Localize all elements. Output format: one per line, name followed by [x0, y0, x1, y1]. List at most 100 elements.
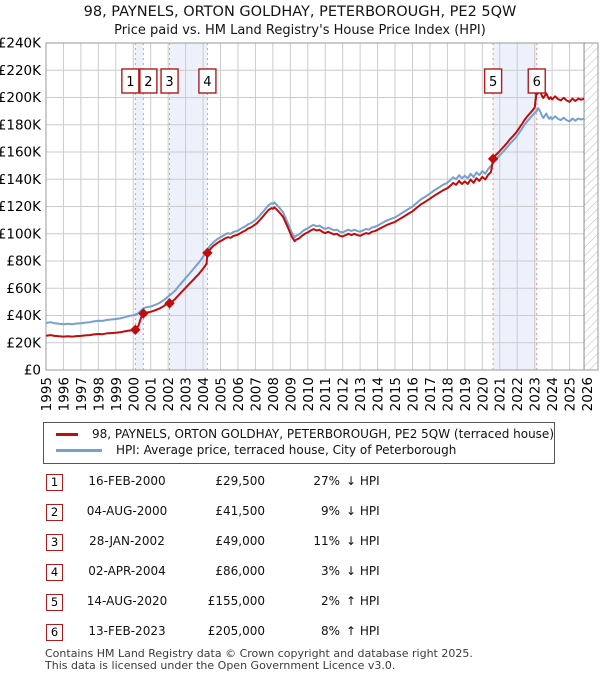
x-tick-label: 2024 [545, 377, 561, 411]
transaction-number-badge: 5 [46, 594, 63, 611]
transaction-date: 14-AUG-2020 [86, 594, 168, 608]
transaction-hpi-direction: ↓ HPI [346, 474, 380, 488]
transaction-row-1: 1 16-FEB-2000 £29,500 27% ↓ HPI [0, 472, 600, 502]
transaction-hpi-percent: 27% [313, 474, 340, 488]
sale-marker-point-3 [164, 298, 175, 309]
transaction-row-3: 3 28-JAN-2002 £49,000 11% ↓ HPI [0, 532, 600, 562]
y-tick-label: £100K [0, 226, 42, 242]
transaction-hpi-percent: 3% [320, 564, 340, 578]
page-title: 98, PAYNELS, ORTON GOLDHAY, PETERBOROUGH… [83, 4, 517, 20]
x-tick-label: 1995 [39, 377, 55, 411]
x-tick-label: 2014 [371, 377, 387, 411]
x-tick-label: 2022 [510, 377, 526, 411]
transaction-row-4: 4 02-APR-2004 £86,000 3% ↓ HPI [0, 562, 600, 592]
transaction-hpi-direction: ↓ HPI [346, 504, 380, 518]
sale-marker-label-3: 3 [160, 68, 179, 94]
transaction-row-5: 5 14-AUG-2020 £155,000 2% ↑ HPI [0, 592, 600, 622]
x-tick-label: 2020 [475, 377, 491, 411]
x-tick-label: 2017 [423, 377, 439, 411]
y-tick-label: £160K [0, 145, 42, 161]
x-tick-label: 2013 [353, 377, 369, 411]
y-tick-label: £180K [0, 117, 42, 133]
sale-marker-label-1: 1 [121, 68, 140, 94]
y-tick-label: £0 [24, 363, 41, 379]
sale-marker-point-4 [202, 247, 213, 259]
transaction-price: £86,000 [215, 564, 265, 578]
x-tick-label: 2018 [440, 377, 456, 411]
y-tick-label: £220K [0, 63, 42, 79]
x-tick-label: 2002 [161, 377, 177, 411]
hpi-line [45, 107, 585, 326]
sale-marker-label-4: 4 [198, 68, 217, 94]
y-tick-label: £200K [0, 90, 42, 106]
sale-marker-point-5 [487, 153, 499, 165]
chart-legend: 98, PAYNELS, ORTON GOLDHAY, PETERBOROUGH… [43, 422, 555, 464]
transaction-number-badge: 1 [46, 474, 63, 491]
transaction-hpi-direction: ↑ HPI [346, 594, 380, 608]
y-tick-label: £20K [6, 335, 42, 351]
hpi-legend-label: HPI: Average price, terraced house, City… [116, 443, 457, 457]
x-tick-label: 2001 [144, 377, 160, 411]
svg-text:1: 1 [126, 75, 134, 90]
x-tick-label: 2010 [301, 377, 317, 411]
x-tick-label: 2015 [388, 377, 404, 411]
sale-marker-label-2: 2 [139, 68, 158, 94]
transaction-number-badge: 4 [46, 564, 63, 581]
y-tick-label: £80K [6, 254, 42, 270]
x-tick-label: 2016 [405, 377, 421, 411]
x-tick-label: 2006 [231, 377, 247, 411]
sale-marker-label-6: 6 [527, 68, 546, 94]
svg-text:5: 5 [489, 75, 497, 90]
transaction-date: 13-FEB-2023 [88, 624, 166, 638]
x-tick-label: 1998 [91, 377, 107, 411]
svg-text:2: 2 [144, 75, 152, 90]
y-tick-label: £40K [6, 308, 42, 324]
transaction-hpi-percent: 11% [313, 534, 340, 548]
page-subtitle: Price paid vs. HM Land Registry's House … [114, 23, 486, 38]
future-hatch-region [584, 43, 598, 370]
legend-row-price-paid: 98, PAYNELS, ORTON GOLDHAY, PETERBOROUGH… [44, 426, 554, 442]
transaction-hpi-percent: 8% [320, 624, 340, 638]
transaction-price: £29,500 [215, 474, 265, 488]
transactions-table: 1 16-FEB-2000 £29,500 27% ↓ HPI 2 04-AUG… [0, 472, 600, 652]
transaction-price: £49,000 [215, 534, 265, 548]
y-tick-label: £240K [0, 36, 42, 52]
transaction-row-6: 6 13-FEB-2023 £205,000 8% ↑ HPI [0, 622, 600, 652]
x-tick-label: 1996 [56, 377, 72, 411]
x-tick-label: 2025 [563, 377, 579, 411]
license-footer-line1: Contains HM Land Registry data © Crown c… [45, 647, 473, 660]
transaction-date: 16-FEB-2000 [88, 474, 166, 488]
x-tick-label: 2007 [248, 377, 264, 411]
transaction-price: £41,500 [215, 504, 265, 518]
transaction-number-badge: 6 [46, 624, 63, 641]
price-paid-line-swatch [56, 432, 78, 436]
x-tick-label: 2021 [493, 377, 509, 411]
x-tick-label: 2009 [283, 377, 299, 411]
transaction-hpi-direction: ↓ HPI [346, 534, 380, 548]
svg-text:6: 6 [533, 75, 541, 90]
sale-marker-label-5: 5 [483, 68, 503, 94]
x-tick-label: 1999 [109, 377, 125, 411]
transaction-price: £155,000 [207, 594, 265, 608]
legend-row-hpi: HPI: Average price, terraced house, City… [44, 442, 554, 458]
transaction-date: 02-APR-2004 [88, 564, 166, 578]
x-tick-label: 2000 [126, 377, 142, 411]
license-footer: Contains HM Land Registry data © Crown c… [45, 648, 473, 672]
x-tick-label: 2012 [336, 377, 352, 411]
x-tick-label: 1997 [74, 377, 90, 411]
transaction-hpi-percent: 2% [320, 594, 340, 608]
sale-marker-point-1 [130, 324, 141, 336]
svg-text:3: 3 [165, 75, 173, 90]
transaction-row-2: 2 04-AUG-2000 £41,500 9% ↓ HPI [0, 502, 600, 532]
x-tick-label: 2019 [458, 377, 474, 411]
x-tick-label: 2005 [214, 377, 230, 411]
transaction-hpi-direction: ↑ HPI [346, 624, 380, 638]
transaction-number-badge: 3 [46, 534, 63, 551]
transaction-hpi-percent: 9% [320, 504, 340, 518]
x-tick-label: 2004 [196, 377, 212, 411]
x-tick-label: 2023 [528, 377, 544, 411]
price-paid-legend-label: 98, PAYNELS, ORTON GOLDHAY, PETERBOROUGH… [91, 427, 554, 441]
price_paid-line [45, 86, 585, 338]
transaction-number-badge: 2 [46, 504, 63, 521]
